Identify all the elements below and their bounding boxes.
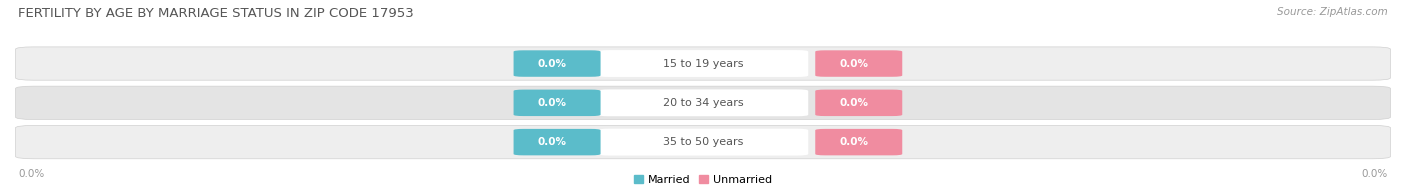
Legend: Married, Unmarried: Married, Unmarried <box>630 170 776 189</box>
FancyBboxPatch shape <box>513 50 600 77</box>
FancyBboxPatch shape <box>815 129 903 155</box>
Text: 0.0%: 0.0% <box>537 98 567 108</box>
FancyBboxPatch shape <box>598 50 808 77</box>
Text: 0.0%: 0.0% <box>839 98 869 108</box>
Text: 0.0%: 0.0% <box>839 137 869 147</box>
Text: 0.0%: 0.0% <box>18 170 45 180</box>
Text: 15 to 19 years: 15 to 19 years <box>662 59 744 69</box>
FancyBboxPatch shape <box>815 90 903 116</box>
FancyBboxPatch shape <box>513 129 600 155</box>
Text: FERTILITY BY AGE BY MARRIAGE STATUS IN ZIP CODE 17953: FERTILITY BY AGE BY MARRIAGE STATUS IN Z… <box>18 7 413 20</box>
Text: 35 to 50 years: 35 to 50 years <box>662 137 744 147</box>
Text: 20 to 34 years: 20 to 34 years <box>662 98 744 108</box>
FancyBboxPatch shape <box>598 89 808 116</box>
FancyBboxPatch shape <box>598 129 808 156</box>
Text: Source: ZipAtlas.com: Source: ZipAtlas.com <box>1277 7 1388 17</box>
FancyBboxPatch shape <box>15 86 1391 120</box>
Text: 0.0%: 0.0% <box>839 59 869 69</box>
Text: 0.0%: 0.0% <box>1361 170 1388 180</box>
Text: 0.0%: 0.0% <box>537 137 567 147</box>
FancyBboxPatch shape <box>15 47 1391 80</box>
FancyBboxPatch shape <box>815 50 903 77</box>
FancyBboxPatch shape <box>15 125 1391 159</box>
FancyBboxPatch shape <box>513 90 600 116</box>
Text: 0.0%: 0.0% <box>537 59 567 69</box>
